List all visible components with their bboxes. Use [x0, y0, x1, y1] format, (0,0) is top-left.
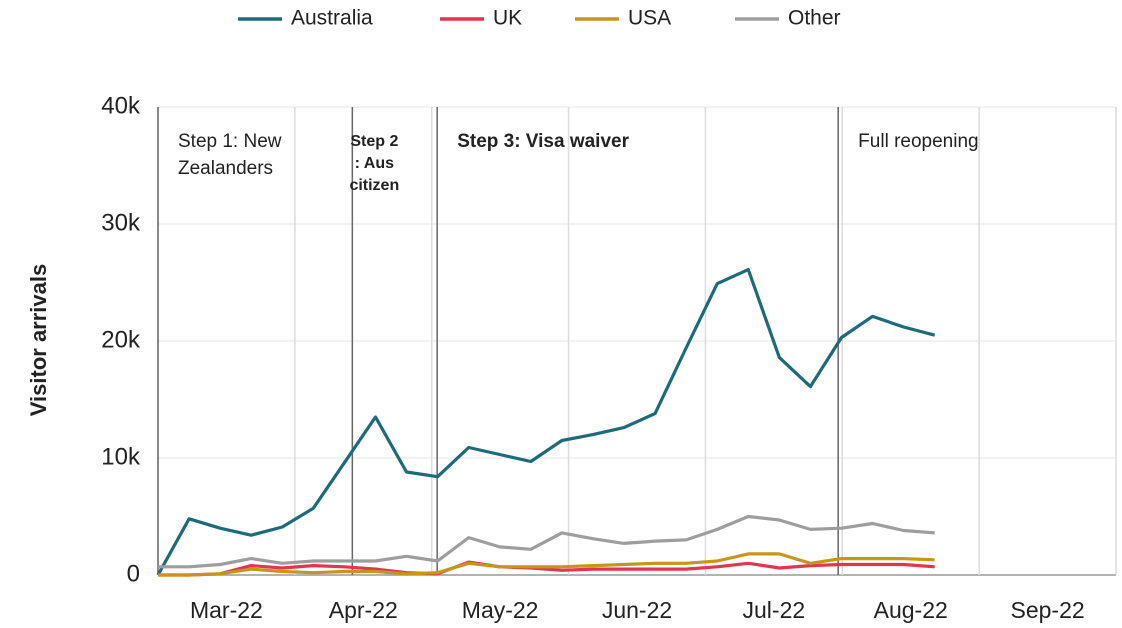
legend-label: USA	[628, 7, 671, 30]
legend-label: UK	[493, 7, 522, 30]
annotation: Step 2	[350, 133, 398, 150]
y-axis-label: Visitor arrivals	[26, 264, 51, 416]
series-line	[158, 514, 935, 569]
y-tick-label: 20k	[101, 326, 141, 353]
x-tick-label: Sep-22	[1010, 597, 1084, 623]
y-tick-label: 30k	[101, 209, 141, 236]
x-tick-label: Jul-22	[743, 597, 806, 623]
annotation: Step 3: Visa waiver	[457, 131, 629, 152]
y-tick-label: 0	[127, 560, 140, 587]
annotation: citizen	[349, 177, 399, 194]
legend-label: Australia	[291, 7, 373, 30]
x-tick-label: Mar-22	[190, 597, 263, 623]
annotation: Step 1: New	[178, 131, 282, 152]
series-line	[158, 560, 935, 577]
series-line	[156, 268, 936, 576]
x-tick-label: Aug-22	[874, 597, 948, 623]
x-tick-label: Apr-22	[329, 597, 398, 623]
x-tick-label: Jun-22	[602, 597, 672, 623]
annotation: Zealanders	[178, 158, 273, 179]
x-tick-label: May-22	[462, 597, 539, 623]
annotation: Full reopening	[858, 131, 978, 152]
legend-label: Other	[788, 7, 841, 30]
series-line	[158, 552, 935, 577]
annotation: : Aus	[355, 155, 395, 172]
y-tick-label: 40k	[101, 92, 141, 119]
y-tick-label: 10k	[101, 443, 141, 470]
